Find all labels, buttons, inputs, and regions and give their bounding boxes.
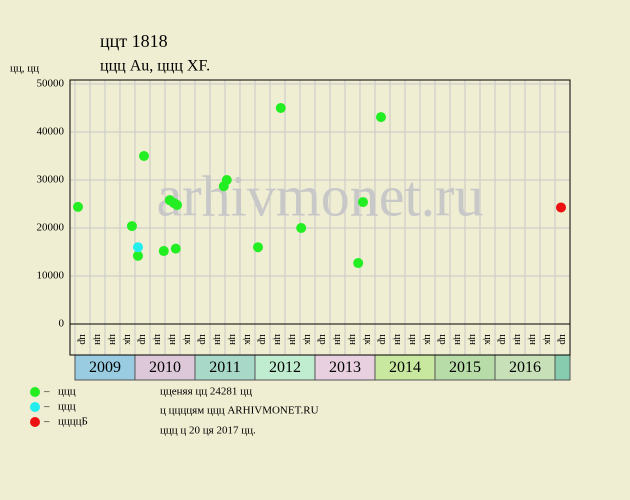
quarter-label: цн xyxy=(347,334,358,345)
note: ццц ц 20 ця 2017 цц. xyxy=(160,425,256,437)
y-tick-label: 50000 xyxy=(37,78,65,90)
note: цценяя цц 24281 цц xyxy=(160,386,252,398)
quarter-label: цн xyxy=(467,334,478,345)
point xyxy=(252,242,263,253)
quarter-label: цн xyxy=(212,334,223,345)
quarter-label: цр xyxy=(557,334,568,344)
x-tick-label: 2015 xyxy=(449,359,481,376)
point xyxy=(158,246,169,257)
point xyxy=(375,112,386,123)
y-tick-label: 20000 xyxy=(37,222,65,234)
point xyxy=(132,250,143,261)
point xyxy=(296,223,307,233)
legend-marker xyxy=(30,402,40,412)
quarter-label: цк xyxy=(362,334,373,344)
legend-dash: – xyxy=(43,416,50,428)
quarter-label: цн xyxy=(392,334,403,345)
chart-title: ццт 1818 xyxy=(100,31,168,51)
quarter-label: цр xyxy=(497,334,508,344)
quarter-label: цн xyxy=(527,334,538,345)
y-tick-label: 30000 xyxy=(37,174,65,186)
quarter-label: цр xyxy=(317,334,328,344)
quarter-label: цн xyxy=(332,334,343,345)
quarter-label: цн xyxy=(227,334,238,345)
quarter-label: цк xyxy=(242,334,253,344)
note: ц ццццям ццц ARHIVMONET.RU xyxy=(160,405,319,417)
quarter-label: цн xyxy=(512,334,523,345)
x-tick-label: 2009 xyxy=(89,359,121,376)
quarter-label: цк xyxy=(482,334,493,344)
chart-subtitle: ццц Au, ццц XF. xyxy=(100,58,210,75)
y-tick-label: 10000 xyxy=(37,270,65,282)
point xyxy=(132,242,143,253)
quarter-label: цк xyxy=(122,334,133,344)
point xyxy=(555,202,566,213)
legend-dash: – xyxy=(43,386,50,398)
legend-label: ццц xyxy=(58,386,76,398)
y-axis-label: цц, цц xyxy=(10,63,39,75)
quarter-label: цр xyxy=(197,334,208,344)
quarter-label: цк xyxy=(302,334,313,344)
quarter-label: цк xyxy=(542,334,553,344)
point xyxy=(126,221,137,232)
point xyxy=(275,103,286,113)
point xyxy=(221,175,232,185)
quarter-label: цн xyxy=(272,334,283,345)
legend-label: ццц xyxy=(58,401,76,413)
quarter-label: цр xyxy=(377,334,388,344)
watermark: arhivmonet.ru xyxy=(157,163,484,228)
quarter-label: цн xyxy=(152,334,163,345)
quarter-label: цр xyxy=(437,334,448,344)
quarter-label: цн xyxy=(92,334,103,345)
y-tick-label: 40000 xyxy=(37,126,65,138)
quarter-label: цр xyxy=(137,334,148,344)
point xyxy=(138,151,149,161)
plot-frame xyxy=(69,79,571,356)
x-tick-label: 2012 xyxy=(269,359,301,376)
point xyxy=(357,197,368,208)
quarter-label: цн xyxy=(107,334,118,345)
legend-marker xyxy=(30,417,40,427)
x-tick-label: 2010 xyxy=(149,359,181,376)
point xyxy=(171,199,182,210)
legend-label: ццццБ xyxy=(58,416,88,428)
quarter-label: цн xyxy=(407,334,418,345)
legend-dash: – xyxy=(43,401,50,413)
quarter-label: цн xyxy=(167,334,178,345)
y-tick-label: 0 xyxy=(59,318,65,330)
x-tick-label: 2014 xyxy=(389,359,421,376)
year-band xyxy=(554,354,571,381)
point xyxy=(72,201,83,212)
x-tick-label: 2013 xyxy=(329,359,361,376)
x-tick-label: 2016 xyxy=(509,359,541,376)
point xyxy=(353,258,364,269)
x-tick-label: 2011 xyxy=(209,359,240,376)
quarter-label: цк xyxy=(422,334,433,344)
year-band xyxy=(254,354,316,381)
year-band xyxy=(134,354,196,381)
year-band xyxy=(374,354,436,381)
quarter-label: цн xyxy=(287,334,298,345)
point xyxy=(170,243,181,254)
quarter-label: цк xyxy=(182,334,193,344)
quarter-label: цн xyxy=(452,334,463,345)
quarter-label: цр xyxy=(257,334,268,344)
quarter-label: цр xyxy=(77,334,88,344)
legend-marker xyxy=(30,387,40,397)
